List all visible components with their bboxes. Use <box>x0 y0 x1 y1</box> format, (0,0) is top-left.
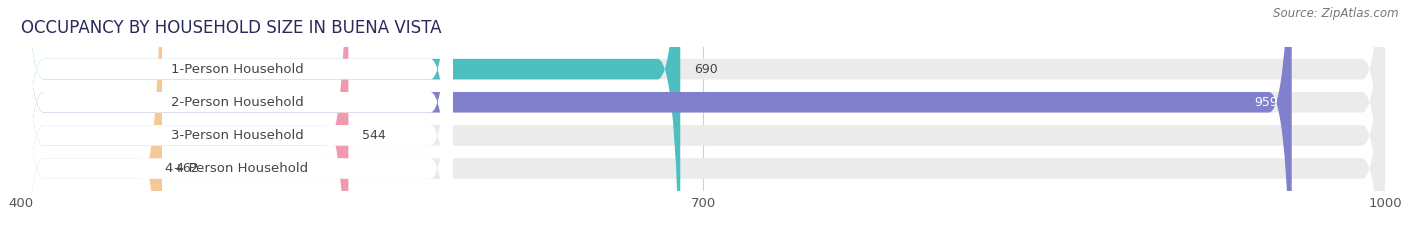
FancyBboxPatch shape <box>21 0 349 233</box>
Text: 4+ Person Household: 4+ Person Household <box>166 162 308 175</box>
FancyBboxPatch shape <box>21 0 453 233</box>
FancyBboxPatch shape <box>21 0 1385 233</box>
Text: 2-Person Household: 2-Person Household <box>170 96 304 109</box>
FancyBboxPatch shape <box>21 0 453 233</box>
Text: 690: 690 <box>695 63 717 76</box>
FancyBboxPatch shape <box>21 0 453 233</box>
Text: 1-Person Household: 1-Person Household <box>170 63 304 76</box>
FancyBboxPatch shape <box>21 0 681 233</box>
Text: OCCUPANCY BY HOUSEHOLD SIZE IN BUENA VISTA: OCCUPANCY BY HOUSEHOLD SIZE IN BUENA VIS… <box>21 19 441 37</box>
Text: 544: 544 <box>363 129 385 142</box>
FancyBboxPatch shape <box>21 0 1385 233</box>
FancyBboxPatch shape <box>21 0 1385 233</box>
FancyBboxPatch shape <box>21 0 162 233</box>
FancyBboxPatch shape <box>21 0 453 233</box>
FancyBboxPatch shape <box>21 0 1385 233</box>
Text: 3-Person Household: 3-Person Household <box>170 129 304 142</box>
Text: Source: ZipAtlas.com: Source: ZipAtlas.com <box>1274 7 1399 20</box>
FancyBboxPatch shape <box>21 0 1292 233</box>
Text: 462: 462 <box>176 162 200 175</box>
Text: 959: 959 <box>1254 96 1278 109</box>
